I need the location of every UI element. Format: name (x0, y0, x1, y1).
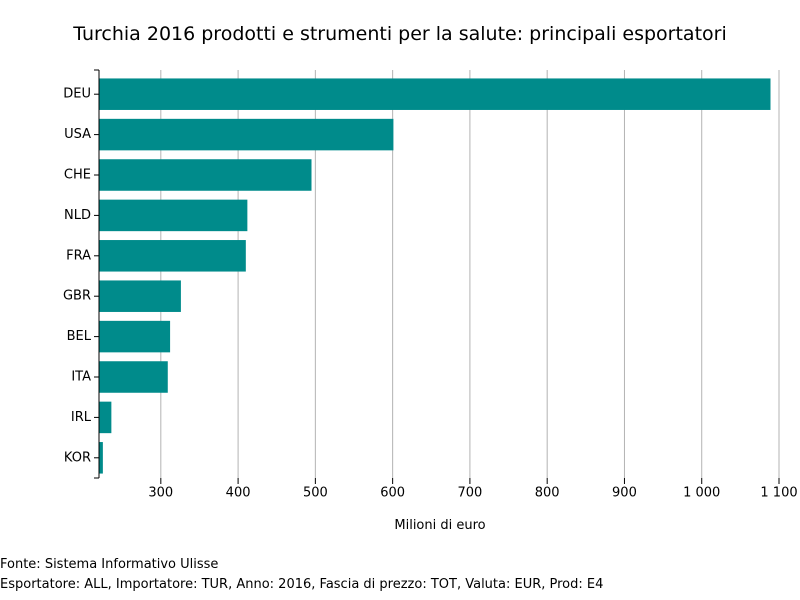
y-tick-label: NLD (64, 208, 91, 223)
source-note: Fonte: Sistema Informativo Ulisse (0, 557, 219, 572)
x-axis-tick-labels: 300 400 500 600 700 800 900 1 000 1 100 (148, 478, 798, 501)
y-tick-label: USA (64, 127, 91, 142)
axes (94, 69, 100, 479)
x-tick-label: 600 (380, 486, 405, 501)
y-tick-label: GBR (63, 289, 91, 304)
bar-irl (99, 401, 112, 434)
bar-gbr (99, 280, 181, 312)
x-tick-label: 500 (303, 486, 328, 501)
y-tick-label: KOR (64, 450, 91, 465)
bar-chart: Turchia 2016 prodotti e strumenti per la… (63, 23, 798, 533)
y-tick-label: BEL (67, 329, 92, 344)
bar-kor (99, 442, 103, 474)
y-tick-label: IRL (71, 410, 92, 425)
y-tick-label: ITA (71, 370, 91, 385)
x-tick-label: 1 100 (760, 486, 797, 501)
x-tick-label: 800 (535, 486, 560, 501)
details-note: Esportatore: ALL, Importatore: TUR, Anno… (0, 577, 604, 592)
x-tick-label: 900 (612, 486, 637, 501)
x-tick-label: 1 000 (683, 486, 720, 501)
bar-fra (99, 240, 246, 272)
bar-usa (99, 118, 394, 151)
bar-bel (99, 320, 171, 353)
y-tick-label: FRA (66, 248, 91, 263)
bar-nld (99, 199, 248, 232)
bars (99, 78, 771, 474)
x-axis-title: Milioni di euro (394, 518, 485, 533)
bar-ita (99, 361, 168, 393)
y-axis-tick-labels: DEU USA CHE NLD FRA GBR BEL ITA IRL KOR (63, 87, 99, 465)
x-tick-label: 300 (148, 486, 173, 501)
y-tick-label: CHE (64, 168, 91, 183)
x-tick-label: 700 (457, 486, 482, 501)
bar-che (99, 159, 312, 191)
chart-title: Turchia 2016 prodotti e strumenti per la… (72, 23, 727, 45)
bar-deu (99, 78, 771, 110)
x-tick-label: 400 (226, 486, 251, 501)
y-tick-label: DEU (63, 87, 91, 102)
